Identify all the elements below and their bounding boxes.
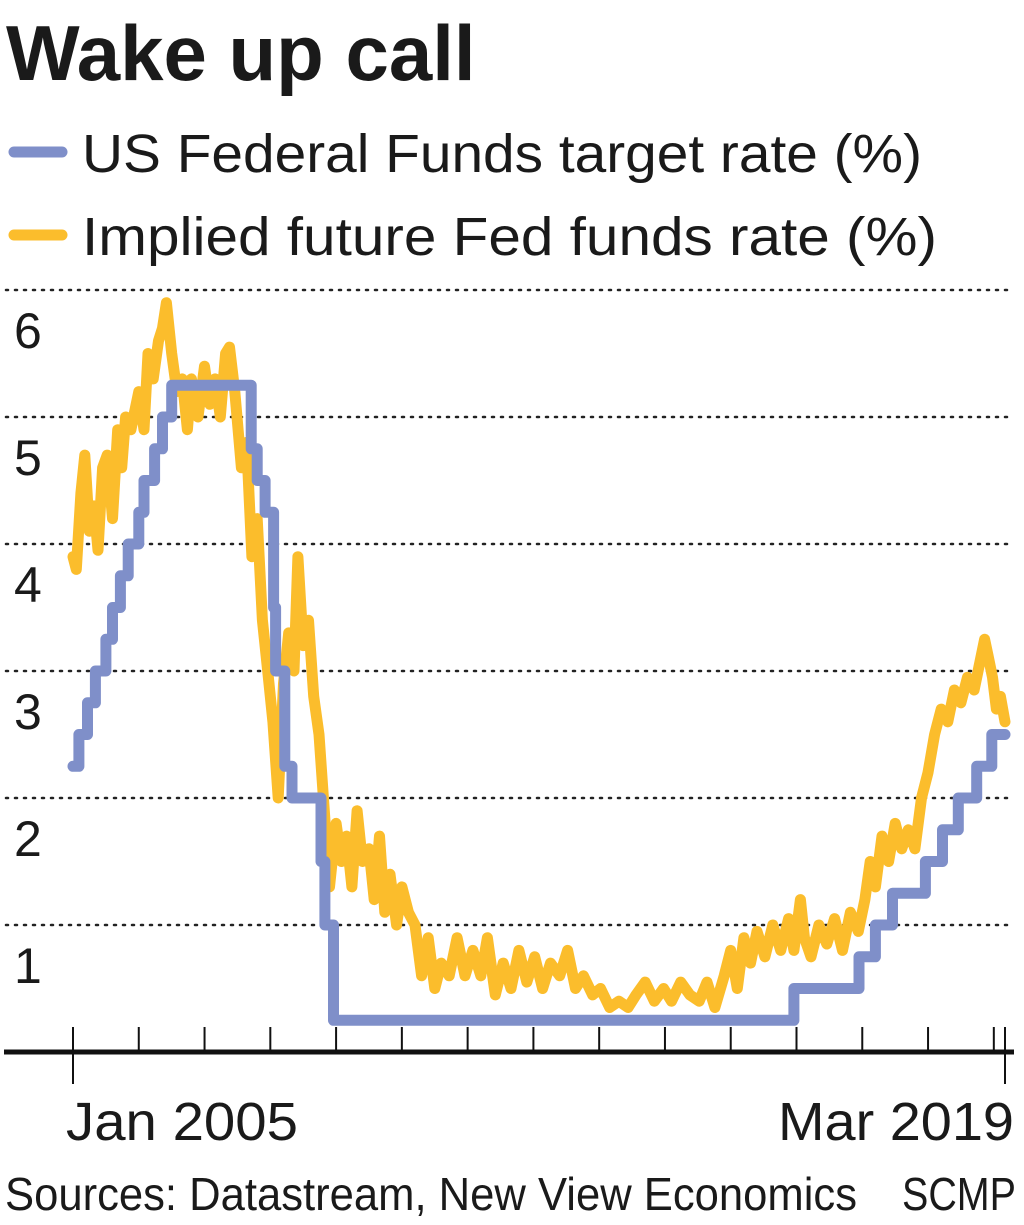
- legend-label-implied-rate: Implied future Fed funds rate (%): [82, 207, 937, 267]
- y-axis-labels: 1 2 3 4 5 6: [14, 303, 42, 994]
- y-tick-label-1: 1: [14, 938, 42, 994]
- y-tick-label-6: 6: [14, 303, 42, 359]
- chart-title: Wake up call: [6, 9, 476, 97]
- source-note: Sources: Datastream, New View Economics: [5, 1168, 857, 1220]
- series-line-fed-target-rate: [67, 379, 1011, 1026]
- legend: US Federal Funds target rate (%) Implied…: [8, 124, 937, 267]
- x-tick-label-start: Jan 2005: [66, 1092, 298, 1152]
- legend-label-fed-target: US Federal Funds target rate (%): [82, 124, 922, 184]
- series-lines: [67, 297, 1011, 1026]
- series-line-implied-rate: [67, 297, 1011, 1013]
- y-tick-label-4: 4: [14, 557, 42, 613]
- x-tick-label-end: Mar 2019: [778, 1092, 1014, 1152]
- y-tick-label-5: 5: [14, 430, 42, 486]
- credit-label: SCMP: [902, 1168, 1016, 1220]
- y-tick-label-3: 3: [14, 684, 42, 740]
- gridlines: [4, 288, 1016, 927]
- x-axis-ticks: [72, 1027, 1006, 1084]
- y-tick-label-2: 2: [14, 811, 42, 867]
